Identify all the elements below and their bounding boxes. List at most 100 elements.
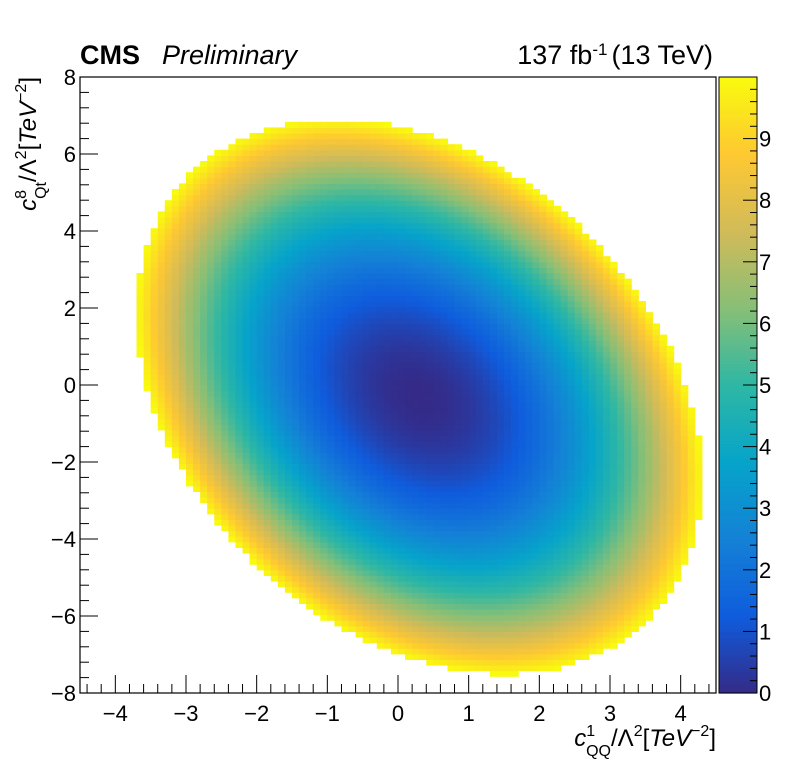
heatmap-cell xyxy=(532,536,540,543)
heatmap-cell xyxy=(468,541,477,548)
heatmap-cell xyxy=(171,413,180,420)
heatmap-cell xyxy=(574,581,583,588)
heatmap-cell xyxy=(447,334,456,341)
heatmap-cell xyxy=(468,575,477,582)
heatmap-cell xyxy=(256,547,265,554)
heatmap-cell xyxy=(560,508,569,515)
heatmap-cell xyxy=(412,429,420,436)
heatmap-cell xyxy=(383,217,392,224)
heatmap-cell xyxy=(186,345,194,352)
heatmap-cell xyxy=(475,161,484,168)
heatmap-cell xyxy=(412,306,420,313)
heatmap-cell xyxy=(447,289,456,296)
heatmap-cell xyxy=(334,401,343,408)
heatmap-cell xyxy=(355,429,364,436)
heatmap-cell xyxy=(433,373,441,380)
heatmap-cell xyxy=(489,497,498,504)
heatmap-cell xyxy=(440,228,449,235)
heatmap-cell xyxy=(454,340,463,347)
heatmap-cell xyxy=(200,441,208,448)
heatmap-cell xyxy=(383,155,392,162)
heatmap-cell xyxy=(263,536,272,543)
heatmap-cell xyxy=(235,525,244,532)
heatmap-cell xyxy=(419,625,427,632)
heatmap-cell xyxy=(390,648,399,655)
heatmap-cell xyxy=(263,530,272,537)
heatmap-cell xyxy=(270,429,279,436)
heatmap-cell xyxy=(376,138,385,145)
heatmap-cell xyxy=(574,441,583,448)
heatmap-cell xyxy=(256,564,265,571)
heatmap-cell xyxy=(419,474,427,481)
heatmap-cell xyxy=(277,127,286,134)
heatmap-cell xyxy=(334,149,343,156)
heatmap-cell xyxy=(334,334,343,341)
heatmap-cell xyxy=(398,413,406,420)
heatmap-cell xyxy=(489,351,498,358)
heatmap-cell xyxy=(193,256,201,263)
heatmap-cell xyxy=(511,222,519,229)
heatmap-cell xyxy=(277,250,286,257)
heatmap-cell xyxy=(334,217,343,224)
heatmap-cell xyxy=(270,166,279,173)
heatmap-cell xyxy=(178,306,187,313)
heatmap-cell xyxy=(468,245,477,252)
heatmap-cell xyxy=(461,547,470,554)
heatmap-cell xyxy=(383,228,392,235)
heatmap-cell xyxy=(426,597,434,604)
heatmap-cell xyxy=(398,289,406,296)
heatmap-cell xyxy=(320,177,328,184)
heatmap-cell xyxy=(348,513,357,520)
heatmap-cell xyxy=(376,530,385,537)
heatmap-cell xyxy=(341,245,350,252)
heatmap-cell xyxy=(433,603,441,610)
heatmap-cell xyxy=(412,351,420,358)
heatmap-cell xyxy=(461,474,470,481)
heatmap-cell xyxy=(454,189,463,196)
heatmap-cell xyxy=(489,435,498,442)
heatmap-cell xyxy=(433,525,441,532)
heatmap-cell xyxy=(525,569,533,576)
heatmap-cell xyxy=(355,205,364,212)
heatmap-cell xyxy=(277,581,286,588)
heatmap-cell xyxy=(496,508,505,515)
heatmap-cell xyxy=(468,289,477,296)
heatmap-cell xyxy=(511,228,519,235)
heatmap-cell xyxy=(369,357,378,364)
heatmap-cell xyxy=(553,407,562,414)
heatmap-cell xyxy=(200,312,208,319)
heatmap-cell xyxy=(447,653,456,660)
heatmap-cell xyxy=(178,233,187,240)
heatmap-cell xyxy=(355,222,364,229)
heatmap-cell xyxy=(390,284,399,291)
heatmap-cell xyxy=(263,429,272,436)
heatmap-cell xyxy=(270,413,279,420)
heatmap-cell xyxy=(313,463,321,470)
heatmap-cell xyxy=(539,233,547,240)
heatmap-cell xyxy=(207,401,215,408)
heatmap-cell xyxy=(525,553,533,560)
heatmap-cell xyxy=(242,183,251,190)
heatmap-cell xyxy=(306,329,314,336)
heatmap-cell xyxy=(440,603,449,610)
heatmap-cell xyxy=(242,508,251,515)
heatmap-cell xyxy=(299,564,307,571)
heatmap-cell xyxy=(320,133,328,140)
heatmap-cell xyxy=(504,497,512,504)
heatmap-cell xyxy=(405,642,413,649)
heatmap-cell xyxy=(376,435,385,442)
heatmap-cell xyxy=(412,133,420,140)
heatmap-cell xyxy=(362,508,371,515)
heatmap-cell xyxy=(164,239,173,246)
heatmap-cell xyxy=(504,648,512,655)
heatmap-cell xyxy=(560,278,569,285)
heatmap-cell xyxy=(376,569,385,576)
heatmap-cell xyxy=(284,295,293,302)
heatmap-cell xyxy=(560,245,569,252)
heatmap-cell xyxy=(475,631,484,638)
heatmap-cell xyxy=(348,239,357,246)
heatmap-cell xyxy=(369,340,378,347)
heatmap-cell xyxy=(567,558,576,565)
heatmap-cell xyxy=(164,379,173,386)
heatmap-cell xyxy=(263,547,272,554)
